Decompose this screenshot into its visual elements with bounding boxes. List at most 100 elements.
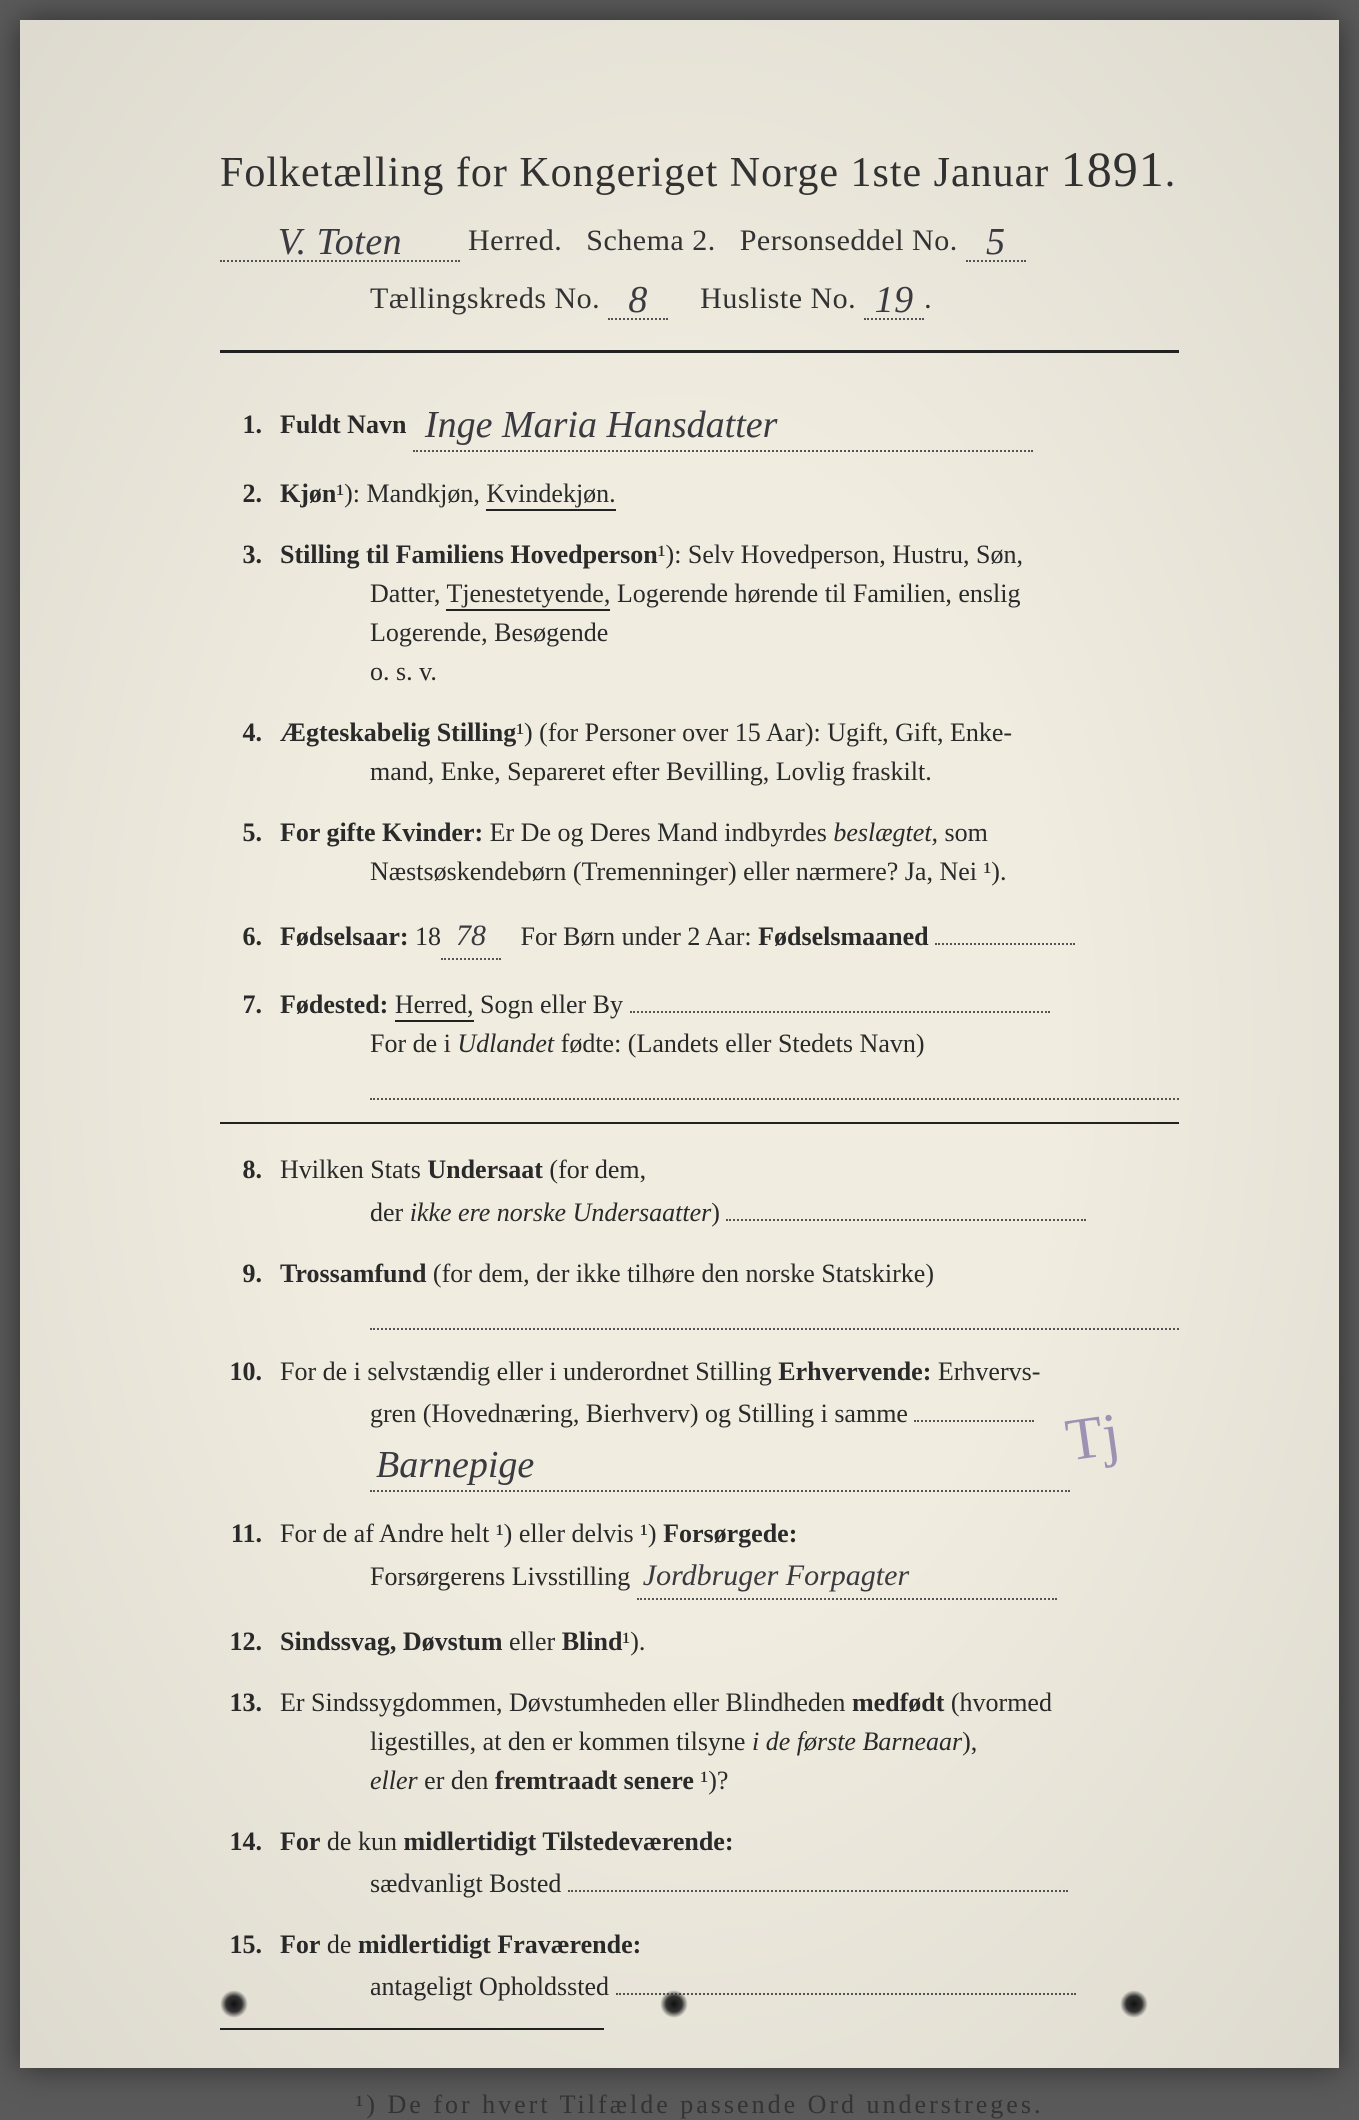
f10-text2: Erhvervs-: [938, 1357, 1041, 1386]
herred-label: Herred.: [468, 224, 562, 257]
f13-line2a: ligestilles, at den er kommen tilsyne: [370, 1727, 745, 1756]
field-label: Fødselsaar:: [280, 922, 409, 951]
f3-underlined: Tjenestetyende,: [446, 579, 610, 611]
f9-text: (for dem, der ikke tilhøre den norske St…: [433, 1259, 934, 1288]
field-label: Forsørgede:: [663, 1519, 797, 1548]
f8-italic: ikke ere norske Undersaatter: [410, 1198, 712, 1227]
field-num: 2.: [220, 474, 280, 513]
f11-line2: Forsørgerens Livsstilling: [370, 1562, 630, 1591]
field-num: 6.: [220, 917, 280, 956]
f13-italic: i de første Barneaar: [752, 1727, 962, 1756]
personseddel-label: Personseddel No.: [740, 224, 958, 257]
field-num: 11.: [220, 1514, 280, 1553]
f7-line2b: fødte: (Landets eller Stedets Navn): [561, 1029, 925, 1058]
f15-label2: midlertidigt Fraværende:: [358, 1930, 641, 1959]
field-1: 1. Fuldt Navn Inge Maria Hansdatter: [220, 393, 1179, 452]
field-num: 1.: [220, 405, 280, 444]
header-line3: Tællingskreds No. 8 Husliste No. 19.: [220, 274, 1179, 320]
f3-line4: o. s. v.: [370, 657, 437, 686]
f8-line2b: ): [711, 1198, 720, 1227]
f3-line3: Logerende, Besøgende: [370, 618, 608, 647]
f13-text2: (hvormed: [951, 1688, 1052, 1717]
field-10: 10. For de i selvstændig eller i underor…: [220, 1352, 1179, 1492]
f15-text: de: [327, 1930, 352, 1959]
field-label: Fuldt Navn: [280, 410, 406, 439]
field-12: 12. Sindssvag, Døvstum eller Blind¹).: [220, 1622, 1179, 1661]
f12-text: eller: [509, 1627, 555, 1656]
field-5: 5. For gifte Kvinder: Er De og Deres Man…: [220, 813, 1179, 891]
f13-line2b: ),: [962, 1727, 977, 1756]
kreds-label: Tællingskreds No.: [370, 282, 600, 315]
occupation-value: Barnepige: [376, 1444, 534, 1486]
f11-value: Jordbruger Forpagter: [643, 1559, 909, 1592]
field-note: ¹): Mandkjøn,: [336, 479, 480, 508]
field-label: For: [280, 1827, 320, 1856]
title-year: 1891: [1061, 141, 1165, 197]
footnote: ¹) De for hvert Tilfælde passende Ord un…: [220, 2090, 1179, 2120]
section-divider-1: [220, 1122, 1179, 1124]
field-label: Undersaat: [427, 1155, 543, 1184]
field-label: Erhvervende:: [778, 1357, 931, 1386]
header-divider: [220, 350, 1179, 353]
husliste-no: 19: [875, 279, 914, 321]
f8-text2: (for dem,: [549, 1155, 646, 1184]
f8-line2a: der: [370, 1198, 403, 1227]
f7-underlined: Herred,: [395, 990, 474, 1022]
field-15: 15. For de midlertidigt Fraværende: anta…: [220, 1925, 1179, 2006]
full-name-value: Inge Maria Hansdatter: [425, 404, 778, 446]
field-num: 10.: [220, 1352, 280, 1391]
husliste-label: Husliste No.: [700, 282, 856, 315]
field-3: 3. Stilling til Familiens Hovedperson¹):…: [220, 535, 1179, 691]
field-label: Ægteskabelig Stilling: [280, 718, 516, 747]
f5-text: Er De og Deres Mand indbyrdes: [490, 818, 827, 847]
field-num: 7.: [220, 985, 280, 1024]
binding-hole-icon: [1120, 1990, 1148, 2018]
header-line2: V. Toten Herred. Schema 2. Personseddel …: [220, 216, 1179, 262]
field-num: 4.: [220, 713, 280, 752]
year-prefix: 18: [415, 922, 441, 951]
field-13: 13. Er Sindssygdommen, Døvstumheden elle…: [220, 1683, 1179, 1800]
f14-line2: sædvanligt Bosted: [370, 1869, 561, 1898]
field-label: Kjøn: [280, 479, 336, 508]
field-num: 12.: [220, 1622, 280, 1661]
f12-note: ¹).: [622, 1627, 645, 1656]
field-9: 9. Trossamfund (for dem, der ikke tilhør…: [220, 1254, 1179, 1330]
gender-underlined: Kvindekjøn.: [486, 479, 615, 511]
f6-text2: For Børn under 2 Aar:: [521, 922, 752, 951]
f5-text2: som: [945, 818, 988, 847]
f13-text1: Er Sindssygdommen, Døvstumheden eller Bl…: [280, 1688, 845, 1717]
f4-line2: mand, Enke, Separeret efter Bevilling, L…: [370, 757, 932, 786]
field-num: 14.: [220, 1822, 280, 1861]
field-label: For gifte Kvinder:: [280, 818, 483, 847]
f12-label2: Blind: [562, 1627, 623, 1656]
binding-hole-icon: [660, 1990, 688, 2018]
f13-line3a: eller: [370, 1766, 418, 1795]
field-label: Stilling til Familiens Hovedperson: [280, 540, 658, 569]
field-7: 7. Fødested: Herred, Sogn eller By For d…: [220, 982, 1179, 1100]
field-6: 6. Fødselsaar: 1878 For Børn under 2 Aar…: [220, 913, 1179, 960]
herred-value: V. Toten: [278, 221, 402, 263]
field-num: 3.: [220, 535, 280, 574]
field-num: 9.: [220, 1254, 280, 1293]
f3-line2b: Logerende hørende til Familien, enslig: [617, 579, 1021, 608]
f13-label3: fremtraadt senere: [495, 1766, 694, 1795]
binding-hole-icon: [220, 1990, 248, 2018]
field-num: 15.: [220, 1925, 280, 1964]
schema-label: Schema 2.: [586, 224, 715, 257]
f11-text1: For de af Andre helt ¹) eller delvis ¹): [280, 1519, 657, 1548]
kreds-no: 8: [628, 279, 648, 321]
field-14: 14. For de kun midlertidigt Tilstedevære…: [220, 1822, 1179, 1903]
f3-line2a: Datter,: [370, 579, 440, 608]
form-header: Folketælling for Kongeriget Norge 1ste J…: [220, 140, 1179, 320]
f15-line2: antageligt Opholdssted: [370, 1972, 609, 2001]
field-label: Fødested:: [280, 990, 388, 1019]
f14-text: de kun: [327, 1827, 397, 1856]
field-num: 5.: [220, 813, 280, 852]
f8-text1: Hvilken Stats: [280, 1155, 421, 1184]
field-label: Trossamfund: [280, 1259, 426, 1288]
f7-line2a: For de i: [370, 1029, 451, 1058]
f10-text1: For de i selvstændig eller i underordnet…: [280, 1357, 772, 1386]
census-form-page: Folketælling for Kongeriget Norge 1ste J…: [20, 20, 1339, 2068]
f7-italic: Udlandet: [457, 1029, 554, 1058]
field-note: ¹): Selv Hovedperson, Hustru, Søn,: [658, 540, 1023, 569]
